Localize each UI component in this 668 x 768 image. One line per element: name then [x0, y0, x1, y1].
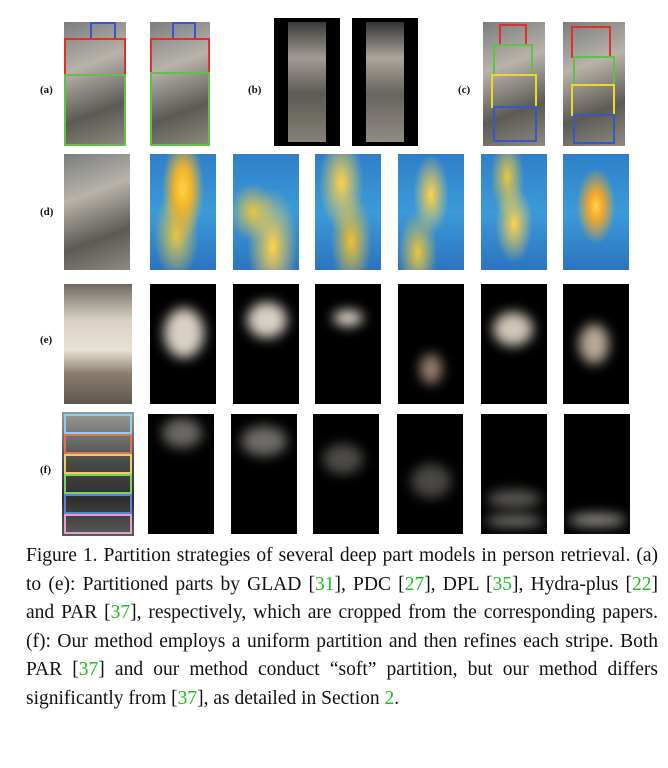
row-label-c: (c) [458, 84, 471, 96]
section-link[interactable]: 2 [384, 687, 395, 709]
dpl-part-image-2 [563, 22, 625, 146]
our-stripe-map-2 [231, 414, 297, 534]
dpl-part-image-1 [483, 22, 545, 146]
caption-text: ] and our method conduct “soft” partitio… [26, 659, 658, 709]
hydra-attention-map-4 [398, 154, 464, 270]
pdc-part-image-2 [352, 18, 418, 146]
citation-link[interactable]: 27 [404, 573, 425, 595]
pdc-part-image-1 [274, 18, 340, 146]
our-stripe-map-6 [564, 414, 630, 534]
citation-link[interactable]: 37 [110, 602, 131, 623]
hydra-attention-map-3 [315, 154, 381, 270]
figure-row-e: (e) [0, 280, 668, 406]
our-stripe-map-4 [397, 414, 463, 534]
glad-part-image-2 [150, 22, 210, 146]
figure-row-f: (f) [0, 410, 668, 536]
our-input-image [62, 412, 134, 536]
citation-link[interactable]: 35 [492, 573, 513, 595]
row-label-f: (f) [40, 464, 51, 476]
figure-caption: Figure 1. Partition strategies of severa… [26, 542, 658, 713]
caption-text: ], Hydra-plus [ [512, 573, 633, 595]
citation-link[interactable]: 37 [177, 687, 198, 709]
row-label-a: (a) [40, 84, 53, 96]
hydra-input-image [64, 154, 130, 270]
par-part-map-5 [481, 284, 547, 404]
row-label-e: (e) [40, 334, 53, 346]
hydra-attention-map-6 [563, 154, 629, 270]
row-label-d: (d) [40, 206, 54, 218]
caption-text: ] and PAR [ [26, 573, 659, 624]
par-part-map-6 [563, 284, 629, 404]
row-label-b: (b) [248, 84, 262, 96]
par-part-map-3 [315, 284, 381, 404]
par-part-map-1 [150, 284, 216, 404]
caption-text: . [394, 687, 400, 709]
caption-text: ], DPL [ [424, 573, 493, 595]
glad-part-image-1 [64, 22, 126, 146]
par-input-image [64, 284, 132, 404]
our-stripe-map-5 [481, 414, 547, 534]
our-stripe-map-3 [313, 414, 379, 534]
citation-link[interactable]: 22 [632, 573, 652, 595]
par-part-map-2 [233, 284, 299, 404]
par-part-map-4 [398, 284, 464, 404]
hydra-attention-map-5 [481, 154, 547, 270]
caption-text: ], PDC [ [334, 573, 405, 595]
hydra-attention-map-2 [233, 154, 299, 270]
our-stripe-map-1 [148, 414, 214, 534]
figure-row-d: (d) [0, 150, 668, 274]
figure-row-abc: (a) (b) (c) [0, 18, 668, 146]
caption-text: ], as detailed in Section [197, 687, 385, 709]
citation-link[interactable]: 37 [78, 659, 99, 680]
caption-text: ], respectively, which are cropped from … [26, 602, 658, 680]
citation-link[interactable]: 31 [315, 573, 335, 595]
hydra-attention-map-1 [150, 154, 216, 270]
caption-text: Figure 1. Partition strategies of severa… [26, 545, 658, 595]
